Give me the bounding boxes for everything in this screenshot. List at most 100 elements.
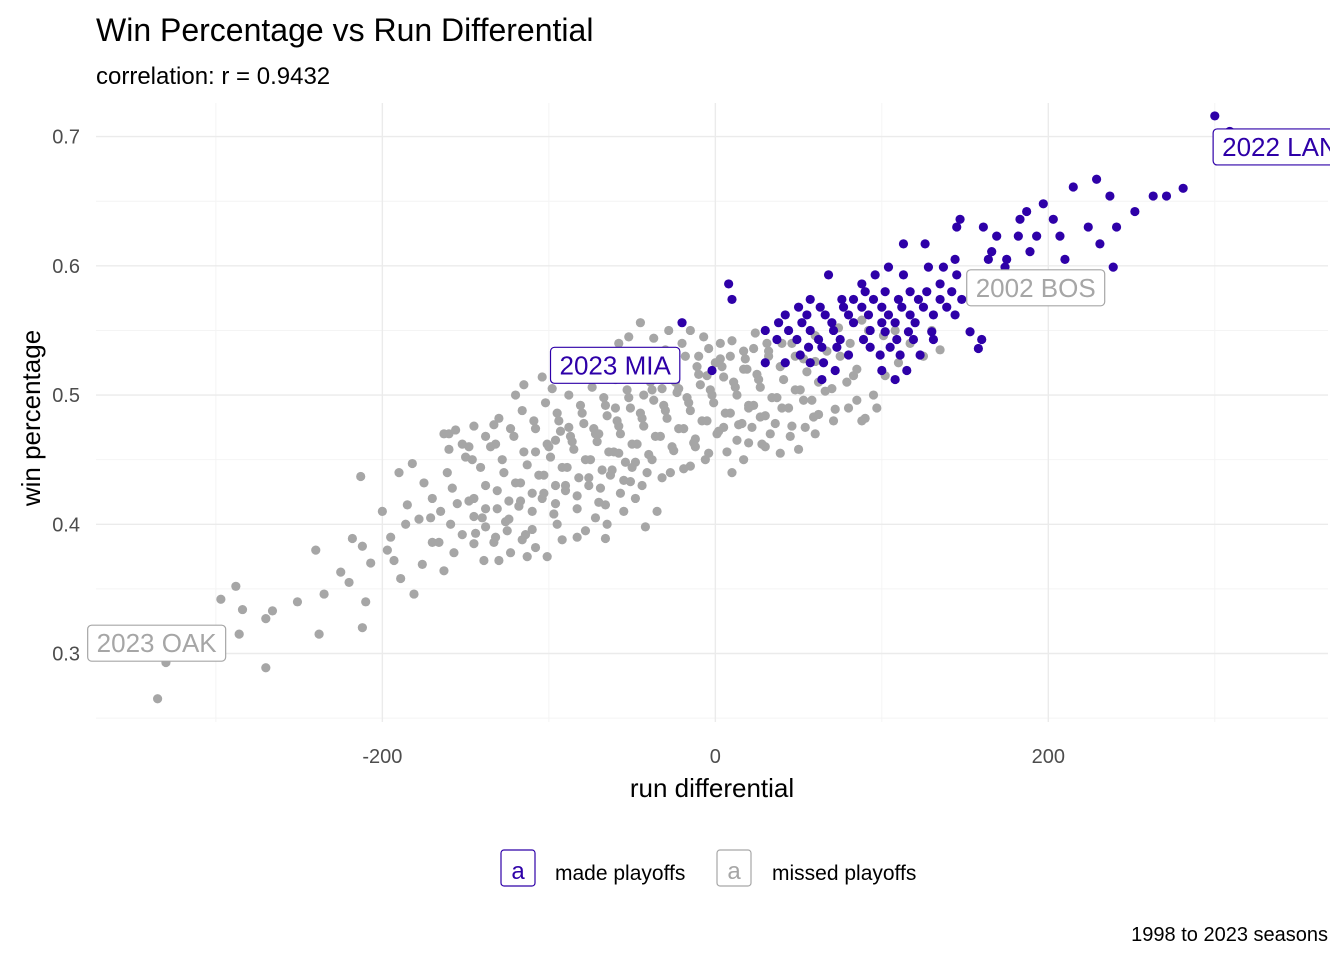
point-missed-playoffs (451, 425, 461, 435)
point-missed-playoffs (868, 390, 879, 400)
point-missed-playoffs (530, 542, 541, 553)
point-made-playoffs (952, 270, 962, 280)
point-missed-playoffs (725, 351, 735, 361)
point-missed-playoffs (377, 506, 387, 516)
point-missed-playoffs (935, 345, 945, 355)
point-missed-playoffs (527, 506, 537, 516)
point-label: 2002 BOS (966, 269, 1106, 307)
point-missed-playoffs (625, 403, 636, 413)
point-missed-playoffs (494, 555, 504, 566)
point-missed-playoffs (662, 413, 672, 423)
point-made-playoffs (677, 318, 687, 328)
point-missed-playoffs (690, 434, 700, 444)
point-made-playoffs (952, 222, 962, 232)
point-made-playoffs (992, 231, 1002, 241)
point-missed-playoffs (790, 385, 800, 395)
point-missed-playoffs (554, 416, 564, 426)
point-missed-playoffs (694, 351, 704, 361)
point-label: 2023 OAK (87, 624, 227, 662)
chart-subtitle: correlation: r = 0.9432 (96, 63, 330, 90)
point-made-playoffs (927, 327, 937, 337)
y-tick-label: 0.3 (52, 644, 80, 666)
point-made-playoffs (870, 270, 880, 280)
point-made-playoffs (832, 342, 842, 352)
point-made-playoffs (827, 318, 837, 328)
point-missed-playoffs (637, 480, 647, 491)
point-made-playoffs (1048, 214, 1058, 224)
point-missed-playoffs (680, 351, 690, 361)
point-missed-playoffs (624, 332, 634, 342)
point-missed-playoffs (625, 477, 636, 487)
point-missed-playoffs (827, 383, 837, 394)
point-made-playoffs (922, 287, 932, 297)
point-missed-playoffs (475, 462, 486, 473)
point-made-playoffs (913, 294, 924, 305)
point-missed-playoffs (747, 422, 757, 432)
point-made-playoffs (817, 374, 827, 385)
point-made-playoffs (877, 302, 887, 312)
point-missed-playoffs (555, 426, 566, 436)
point-missed-playoffs (890, 325, 900, 336)
point-missed-playoffs (828, 416, 839, 426)
point-missed-playoffs (357, 541, 367, 551)
point-missed-playoffs (813, 409, 824, 420)
point-missed-playoffs (857, 416, 867, 426)
point-missed-playoffs (685, 461, 695, 471)
point-missed-playoffs (737, 418, 747, 429)
y-tick-label: 0.5 (52, 385, 80, 407)
point-missed-playoffs (530, 424, 541, 434)
point-made-playoffs (1022, 206, 1032, 217)
point-missed-playoffs (644, 449, 654, 460)
point-missed-playoffs (464, 442, 474, 452)
point-missed-playoffs (336, 567, 346, 577)
point-made-playoffs (707, 365, 717, 376)
point-missed-playoffs (602, 519, 612, 529)
point-made-playoffs (893, 294, 904, 305)
point-made-playoffs (947, 287, 957, 297)
point-missed-playoffs (436, 506, 446, 516)
point-label-text: 2023 MIA (560, 350, 672, 380)
point-made-playoffs (848, 294, 859, 305)
point-missed-playoffs (153, 694, 163, 704)
point-label-text: 2002 BOS (976, 273, 1096, 303)
legend-label-made-playoffs: made playoffs (555, 862, 685, 885)
point-missed-playoffs (614, 421, 624, 431)
point-made-playoffs (865, 325, 875, 336)
point-missed-playoffs (852, 395, 862, 405)
point-made-playoffs (1161, 191, 1172, 201)
point-made-playoffs (950, 310, 960, 320)
point-missed-playoffs (739, 364, 749, 374)
point-missed-playoffs (685, 325, 695, 336)
point-missed-playoffs (539, 488, 549, 498)
point-made-playoffs (724, 279, 734, 289)
point-missed-playoffs (426, 513, 436, 523)
point-missed-playoffs (444, 444, 454, 454)
point-missed-playoffs (401, 519, 411, 529)
point-missed-playoffs (722, 447, 732, 457)
point-missed-playoffs (600, 533, 611, 544)
point-missed-playoffs (580, 455, 591, 465)
point-missed-playoffs (740, 354, 750, 364)
point-missed-playoffs (564, 422, 574, 432)
point-missed-playoffs (690, 442, 700, 452)
point-missed-playoffs (427, 493, 437, 504)
point-made-playoffs (1178, 183, 1188, 193)
point-made-playoffs (780, 310, 790, 320)
point-missed-playoffs (261, 614, 271, 624)
point-missed-playoffs (674, 383, 684, 394)
point-missed-playoffs (699, 332, 709, 342)
point-missed-playoffs (778, 374, 789, 385)
point-made-playoffs (1032, 231, 1042, 241)
point-missed-playoffs (442, 467, 452, 478)
point-made-playoffs (783, 325, 794, 336)
point-made-playoffs (868, 294, 879, 305)
point-missed-playoffs (537, 372, 547, 382)
point-missed-playoffs (615, 488, 626, 498)
point-made-playoffs (863, 310, 874, 320)
point-made-playoffs (793, 302, 804, 312)
point-made-playoffs (987, 247, 997, 257)
point-missed-playoffs (765, 429, 775, 439)
point-made-playoffs (957, 294, 967, 305)
point-missed-playoffs (527, 488, 537, 498)
